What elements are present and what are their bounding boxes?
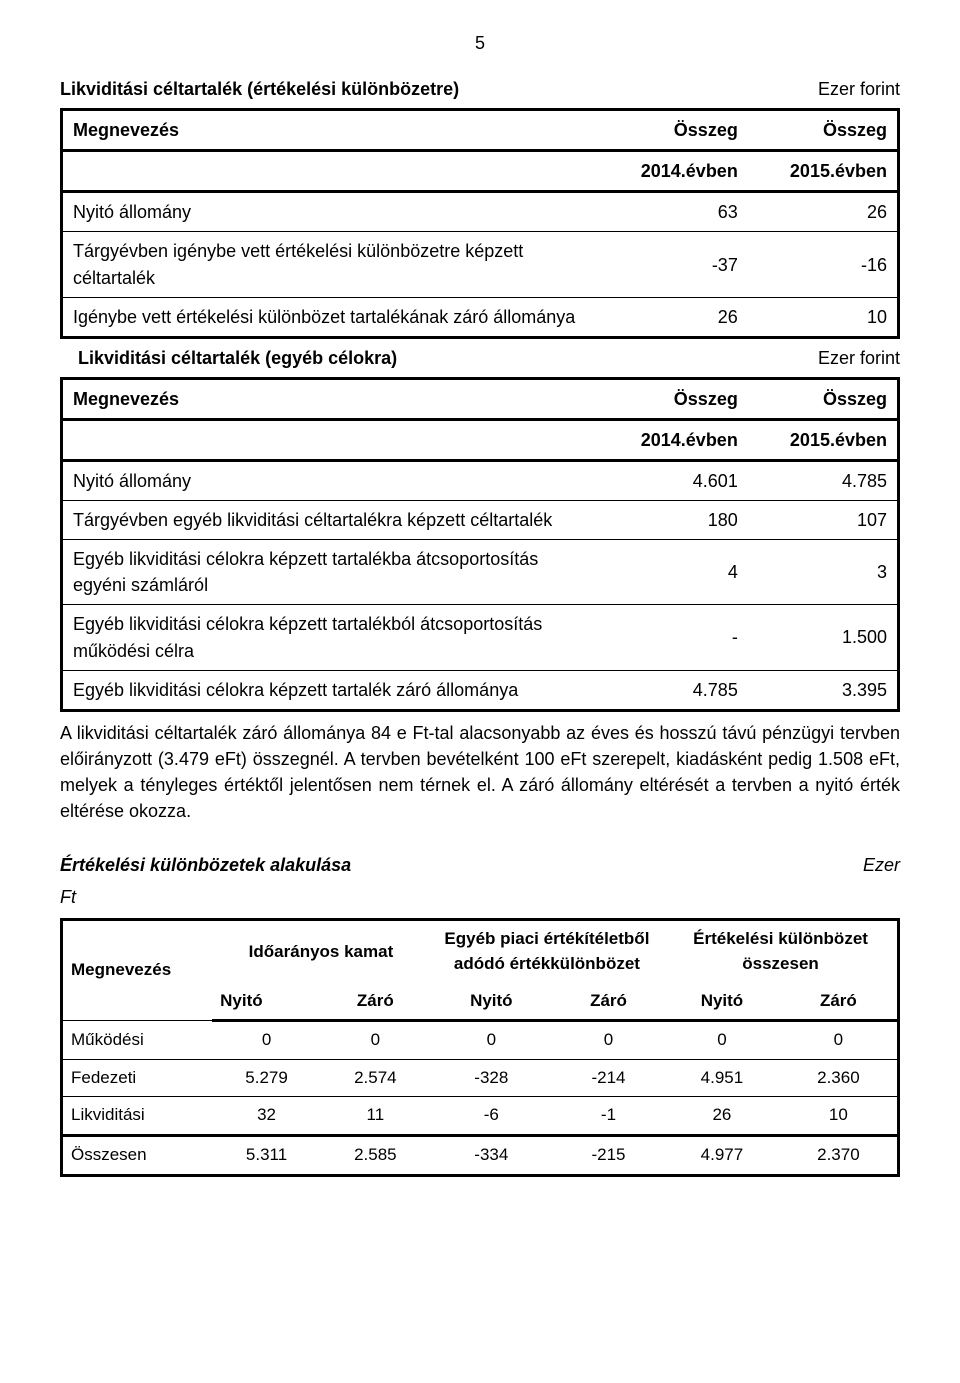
t2-h1: Összeg <box>597 378 748 419</box>
cell: -215 <box>553 1136 664 1176</box>
cell: Likviditási <box>62 1097 213 1136</box>
table-row: Tárgyévben igénybe vett értékelési külön… <box>62 232 899 297</box>
t2-h2: Összeg <box>748 378 899 419</box>
cell: 11 <box>321 1097 430 1136</box>
t2-sh2: 2015.évben <box>748 419 899 460</box>
cell: 2.585 <box>321 1136 430 1176</box>
table-row: Működési 0 0 0 0 0 0 <box>62 1021 899 1060</box>
cell: 26 <box>664 1097 780 1136</box>
cell: 5.311 <box>212 1136 321 1176</box>
t3-h1: Időarányos kamat <box>212 920 430 983</box>
t1-sh1: 2014.évben <box>597 151 748 192</box>
t3-sh: Nyitó <box>430 983 553 1021</box>
section1-unit: Ezer forint <box>818 76 900 102</box>
t2-h0: Megnevezés <box>62 378 598 419</box>
cell: 4.601 <box>597 461 748 501</box>
cell: 4.977 <box>664 1136 780 1176</box>
t1-sh2: 2015.évben <box>748 151 899 192</box>
cell: Összesen <box>62 1136 213 1176</box>
section3-unit2: Ft <box>60 884 900 910</box>
cell: 63 <box>597 192 748 232</box>
cell: 10 <box>748 297 899 337</box>
cell: Egyéb likviditási célokra képzett tartal… <box>62 605 598 670</box>
cell: 26 <box>597 297 748 337</box>
section1-title: Likviditási céltartalék (értékelési külö… <box>60 76 459 102</box>
paragraph: A likviditási céltartalék záró állománya… <box>60 720 900 824</box>
cell: 0 <box>780 1021 899 1060</box>
cell: 32 <box>212 1097 321 1136</box>
cell: 2.574 <box>321 1059 430 1097</box>
table-1: Megnevezés Összeg Összeg 2014.évben 2015… <box>60 108 900 339</box>
table-row: Összesen 5.311 2.585 -334 -215 4.977 2.3… <box>62 1136 899 1176</box>
t3-sh: Nyitó <box>664 983 780 1021</box>
cell: 26 <box>748 192 899 232</box>
t1-h2: Összeg <box>748 110 899 151</box>
table-row: Igénybe vett értékelési különbözet tarta… <box>62 297 899 337</box>
cell: -16 <box>748 232 899 297</box>
cell: Fedezeti <box>62 1059 213 1097</box>
cell: Működési <box>62 1021 213 1060</box>
cell: 4.951 <box>664 1059 780 1097</box>
cell: -37 <box>597 232 748 297</box>
cell: 0 <box>321 1021 430 1060</box>
t2-sh1: 2014.évben <box>597 419 748 460</box>
cell: 10 <box>780 1097 899 1136</box>
table-row: Tárgyévben egyéb likviditási céltartalék… <box>62 501 899 540</box>
cell: 180 <box>597 501 748 540</box>
cell: 3.395 <box>748 670 899 710</box>
section3-unit: Ezer <box>863 852 900 878</box>
section2-heading: Likviditási céltartalék (egyéb célokra) … <box>60 345 900 371</box>
cell: 4.785 <box>748 461 899 501</box>
cell: -6 <box>430 1097 553 1136</box>
cell: 107 <box>748 501 899 540</box>
table-row: Nyitó állomány 63 26 <box>62 192 899 232</box>
t3-sh: Nyitó <box>212 983 321 1021</box>
table-row: Likviditási 32 11 -6 -1 26 10 <box>62 1097 899 1136</box>
cell: Egyéb likviditási célokra képzett tartal… <box>62 670 598 710</box>
t3-sh: Záró <box>780 983 899 1021</box>
cell: 4 <box>597 540 748 605</box>
table-2: Megnevezés Összeg Összeg 2014.évben 2015… <box>60 377 900 712</box>
t1-h1: Összeg <box>597 110 748 151</box>
t3-h0: Megnevezés <box>62 920 213 1021</box>
table-row: Egyéb likviditási célokra képzett tartal… <box>62 605 899 670</box>
cell: 0 <box>664 1021 780 1060</box>
table-row: Egyéb likviditási célokra képzett tartal… <box>62 540 899 605</box>
section2-unit: Ezer forint <box>818 345 900 371</box>
section2-title: Likviditási céltartalék (egyéb célokra) <box>78 345 397 371</box>
cell: Tárgyévben igénybe vett értékelési külön… <box>62 232 598 297</box>
cell: Nyitó állomány <box>62 461 598 501</box>
cell: 0 <box>212 1021 321 1060</box>
cell: 0 <box>430 1021 553 1060</box>
cell: -334 <box>430 1136 553 1176</box>
cell: Igénybe vett értékelési különbözet tarta… <box>62 297 598 337</box>
section3-title: Értékelési különbözetek alakulása <box>60 852 351 878</box>
cell: 0 <box>553 1021 664 1060</box>
t3-h3: Értékelési különbözet összesen <box>664 920 898 983</box>
cell: 2.370 <box>780 1136 899 1176</box>
section3-heading: Értékelési különbözetek alakulása Ezer <box>60 852 900 878</box>
cell: -328 <box>430 1059 553 1097</box>
cell: -214 <box>553 1059 664 1097</box>
table-row: Egyéb likviditási célokra képzett tartal… <box>62 670 899 710</box>
cell: - <box>597 605 748 670</box>
cell: 1.500 <box>748 605 899 670</box>
cell: 4.785 <box>597 670 748 710</box>
t3-sh: Záró <box>321 983 430 1021</box>
cell: Egyéb likviditási célokra képzett tartal… <box>62 540 598 605</box>
t1-h0: Megnevezés <box>62 110 598 151</box>
page-number: 5 <box>60 30 900 56</box>
table-3: Megnevezés Időarányos kamat Egyéb piaci … <box>60 918 900 1176</box>
cell: -1 <box>553 1097 664 1136</box>
cell: 2.360 <box>780 1059 899 1097</box>
t3-h2: Egyéb piaci értékítéletből adódó értékkü… <box>430 920 664 983</box>
table-row: Fedezeti 5.279 2.574 -328 -214 4.951 2.3… <box>62 1059 899 1097</box>
cell: 3 <box>748 540 899 605</box>
section1-heading: Likviditási céltartalék (értékelési külö… <box>60 76 900 102</box>
t3-sh: Záró <box>553 983 664 1021</box>
cell: 5.279 <box>212 1059 321 1097</box>
cell: Nyitó állomány <box>62 192 598 232</box>
table-row: Nyitó állomány 4.601 4.785 <box>62 461 899 501</box>
cell: Tárgyévben egyéb likviditási céltartalék… <box>62 501 598 540</box>
